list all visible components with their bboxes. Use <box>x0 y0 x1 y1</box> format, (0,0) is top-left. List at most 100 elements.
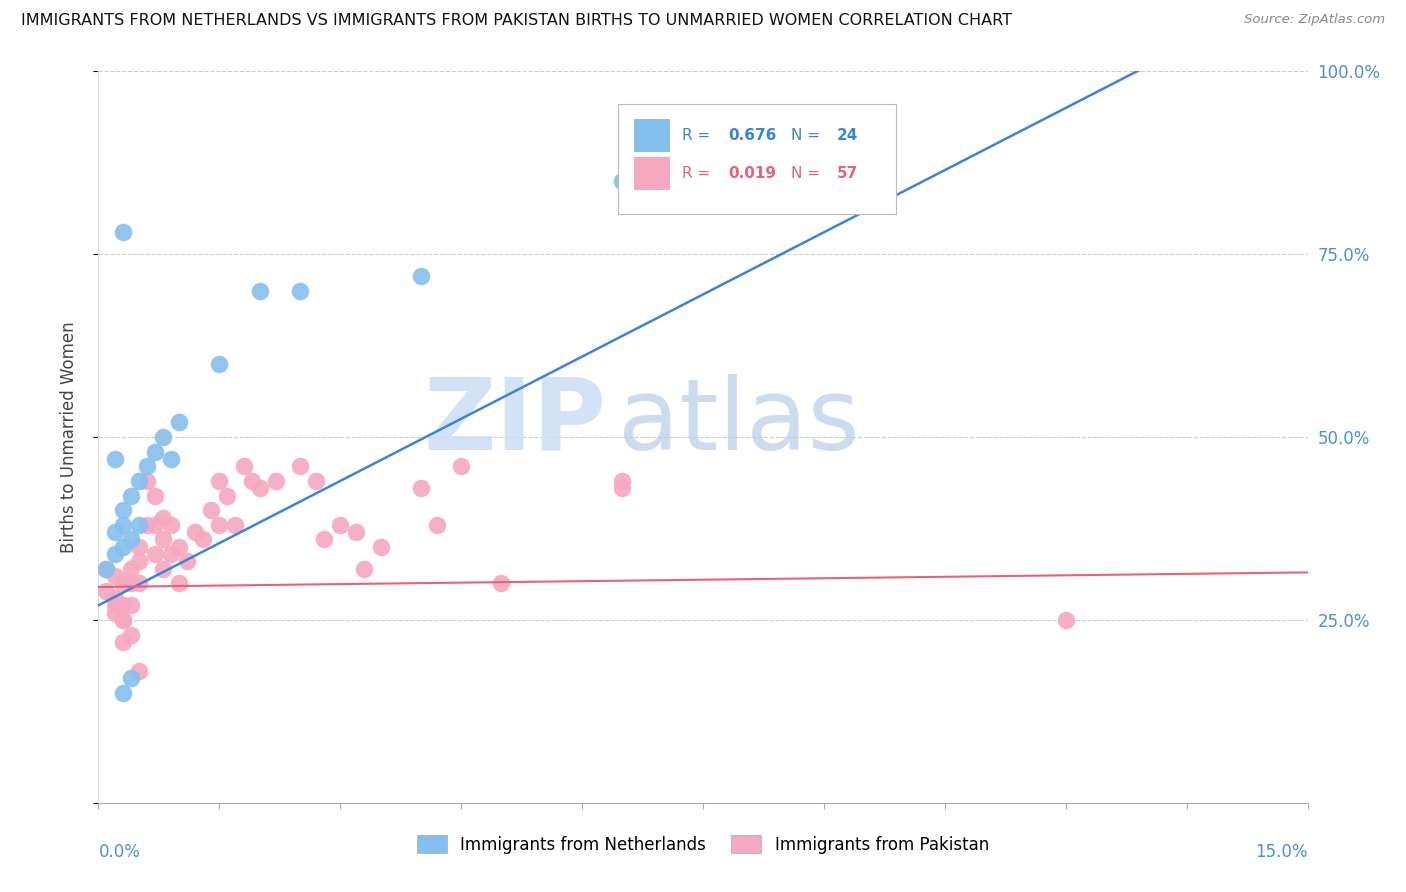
Point <box>152 562 174 576</box>
Point <box>612 174 634 188</box>
Point <box>103 569 125 583</box>
Point <box>426 517 449 532</box>
Point <box>208 517 231 532</box>
Text: ZIP: ZIP <box>423 374 606 471</box>
Point <box>120 627 142 641</box>
Point <box>208 357 231 371</box>
Point <box>128 576 150 591</box>
Point <box>128 517 150 532</box>
Point <box>120 562 142 576</box>
Point <box>96 583 118 598</box>
Point <box>120 672 142 686</box>
Point <box>167 576 190 591</box>
Text: 0.019: 0.019 <box>728 166 776 181</box>
Point <box>135 517 157 532</box>
Point <box>1054 613 1077 627</box>
Text: R =: R = <box>682 128 716 144</box>
Bar <box>634 120 671 153</box>
Point <box>120 533 142 547</box>
Point <box>143 547 166 561</box>
Text: 15.0%: 15.0% <box>1256 843 1308 861</box>
Point <box>200 503 222 517</box>
Text: IMMIGRANTS FROM NETHERLANDS VS IMMIGRANTS FROM PAKISTAN BIRTHS TO UNMARRIED WOME: IMMIGRANTS FROM NETHERLANDS VS IMMIGRANT… <box>21 13 1012 29</box>
Text: R =: R = <box>682 166 716 181</box>
Point <box>184 525 207 540</box>
Legend: Immigrants from Netherlands, Immigrants from Pakistan: Immigrants from Netherlands, Immigrants … <box>411 829 995 860</box>
Point <box>111 613 134 627</box>
Point <box>160 517 183 532</box>
Point <box>232 459 254 474</box>
Point <box>111 613 134 627</box>
Point <box>353 562 375 576</box>
Point <box>193 533 215 547</box>
Point <box>249 284 271 298</box>
Point <box>111 225 134 239</box>
Point <box>208 474 231 488</box>
Point <box>167 416 190 430</box>
Point <box>128 474 150 488</box>
Text: 0.676: 0.676 <box>728 128 776 144</box>
Point <box>224 517 246 532</box>
Point <box>344 525 367 540</box>
Point <box>103 525 125 540</box>
Point <box>217 489 239 503</box>
Point <box>249 481 271 495</box>
Point <box>612 474 634 488</box>
Point <box>305 474 328 488</box>
Text: N =: N = <box>792 128 825 144</box>
Text: 0.0%: 0.0% <box>98 843 141 861</box>
Point <box>143 517 166 532</box>
Point <box>409 269 432 284</box>
Point <box>128 554 150 568</box>
Text: 57: 57 <box>837 166 859 181</box>
Y-axis label: Births to Unmarried Women: Births to Unmarried Women <box>59 321 77 553</box>
Point <box>103 452 125 467</box>
Point <box>111 540 134 554</box>
FancyBboxPatch shape <box>619 104 897 214</box>
Point <box>111 517 134 532</box>
Point <box>120 576 142 591</box>
Point <box>111 503 134 517</box>
Point <box>111 635 134 649</box>
Point <box>103 599 125 613</box>
Bar <box>634 157 671 190</box>
Point <box>314 533 336 547</box>
Point <box>264 474 287 488</box>
Point <box>120 599 142 613</box>
Point <box>96 562 118 576</box>
Text: Source: ZipAtlas.com: Source: ZipAtlas.com <box>1244 13 1385 27</box>
Point <box>152 510 174 524</box>
Point <box>103 606 125 620</box>
Point <box>288 284 311 298</box>
Point <box>491 576 513 591</box>
Point <box>103 547 125 561</box>
Point <box>143 444 166 458</box>
Point <box>143 489 166 503</box>
Point <box>152 430 174 444</box>
Point <box>103 591 125 605</box>
Point <box>135 459 157 474</box>
Point <box>120 489 142 503</box>
Point <box>450 459 472 474</box>
Point <box>160 452 183 467</box>
Point <box>612 481 634 495</box>
Point <box>135 474 157 488</box>
Point <box>128 664 150 678</box>
Point <box>111 686 134 700</box>
Point <box>128 540 150 554</box>
Point <box>409 481 432 495</box>
Point <box>370 540 392 554</box>
Text: atlas: atlas <box>619 374 860 471</box>
Point <box>160 547 183 561</box>
Text: N =: N = <box>792 166 825 181</box>
Point <box>111 576 134 591</box>
Text: 24: 24 <box>837 128 859 144</box>
Point <box>240 474 263 488</box>
Point <box>288 459 311 474</box>
Point <box>176 554 198 568</box>
Point <box>152 533 174 547</box>
Point <box>111 599 134 613</box>
Point <box>329 517 352 532</box>
Point <box>96 562 118 576</box>
Point <box>167 540 190 554</box>
